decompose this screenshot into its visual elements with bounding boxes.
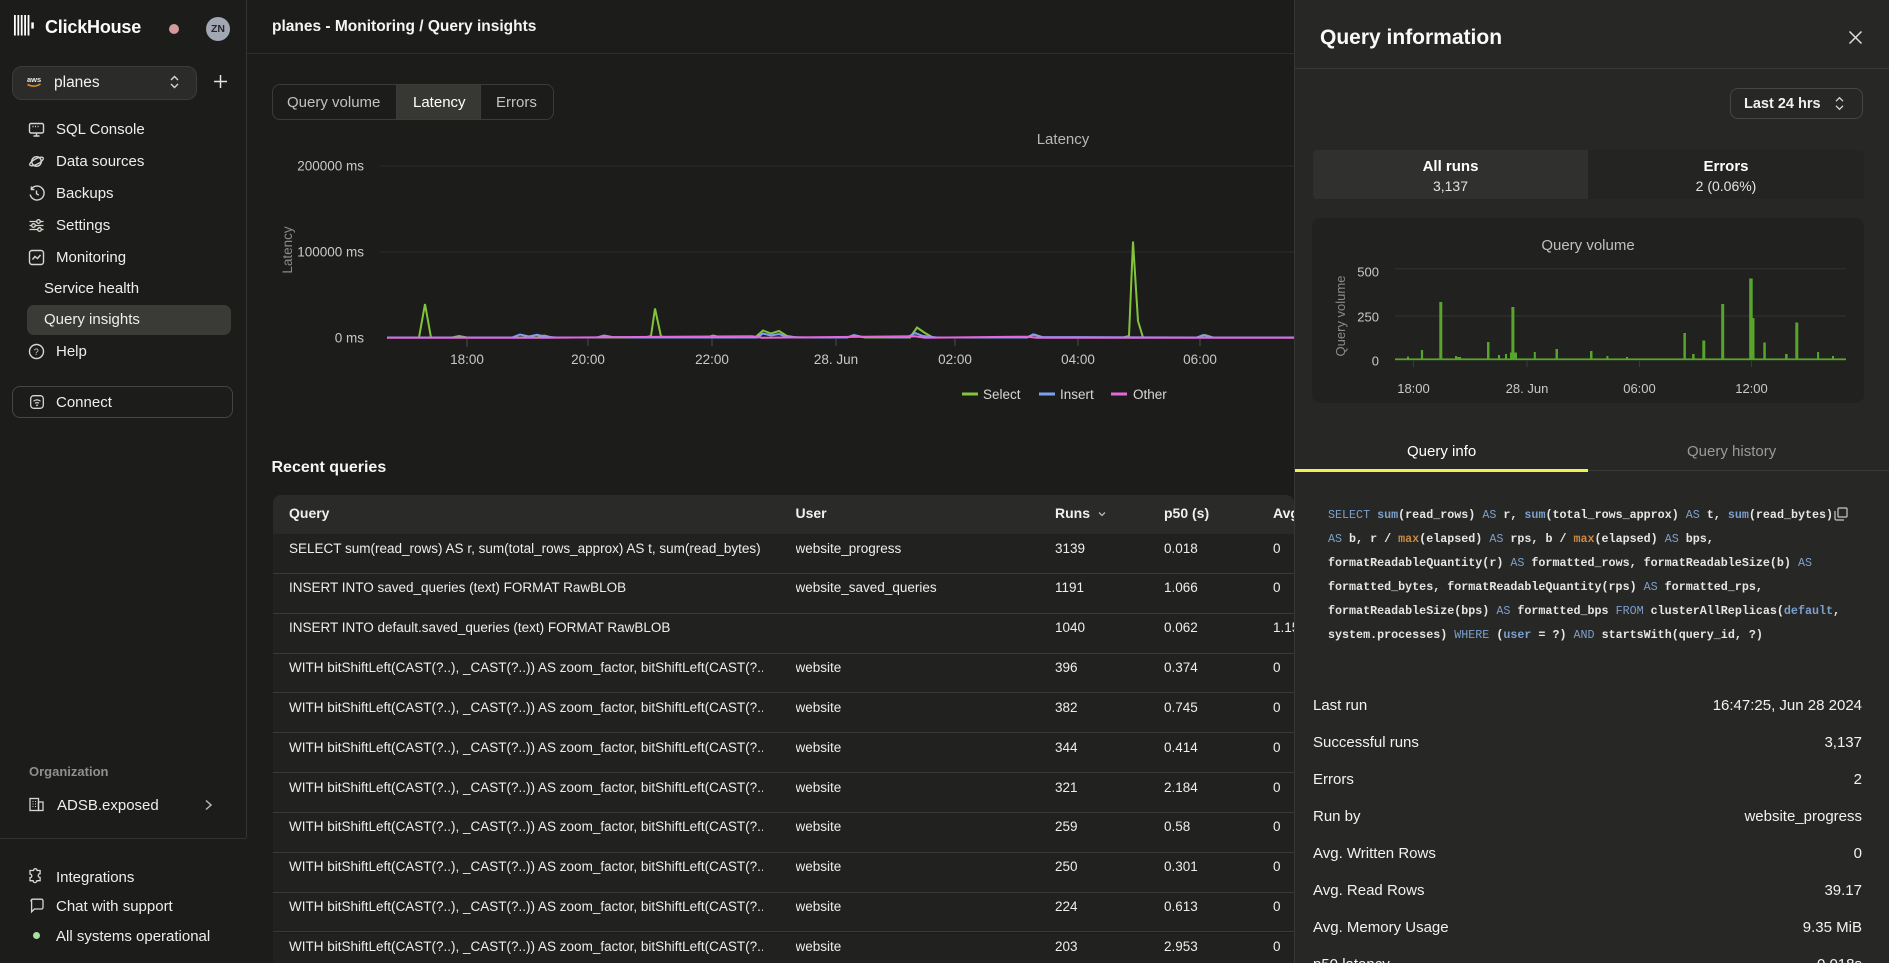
svg-text:18:00: 18:00 — [1397, 381, 1430, 396]
svg-text:Query volume: Query volume — [1541, 237, 1634, 254]
svg-text:100000 ms: 100000 ms — [297, 245, 364, 260]
svg-text:aws: aws — [27, 75, 41, 84]
svg-text:Latency: Latency — [280, 226, 295, 274]
svg-text:28. Jun: 28. Jun — [814, 352, 858, 367]
svg-text:28. Jun: 28. Jun — [1506, 381, 1549, 396]
svg-text:Query volume: Query volume — [1333, 276, 1348, 357]
svg-text:0: 0 — [1372, 354, 1379, 369]
svg-text:20:00: 20:00 — [571, 352, 605, 367]
svg-text:500: 500 — [1357, 265, 1379, 280]
svg-text:06:00: 06:00 — [1623, 381, 1656, 396]
svg-text:Latency: Latency — [1037, 131, 1090, 148]
svg-text:?: ? — [34, 347, 39, 357]
svg-text:200000 ms: 200000 ms — [297, 159, 364, 174]
svg-text:22:00: 22:00 — [695, 352, 729, 367]
svg-text:12:00: 12:00 — [1735, 381, 1768, 396]
svg-text:Other: Other — [1133, 387, 1167, 402]
svg-text:04:00: 04:00 — [1061, 352, 1095, 367]
svg-text:0 ms: 0 ms — [335, 331, 365, 346]
svg-text:Select: Select — [983, 387, 1021, 402]
svg-text:06:00: 06:00 — [1183, 352, 1217, 367]
svg-text:Insert: Insert — [1060, 387, 1094, 402]
svg-text:02:00: 02:00 — [938, 352, 972, 367]
svg-text:18:00: 18:00 — [450, 352, 484, 367]
svg-text:250: 250 — [1357, 310, 1379, 325]
